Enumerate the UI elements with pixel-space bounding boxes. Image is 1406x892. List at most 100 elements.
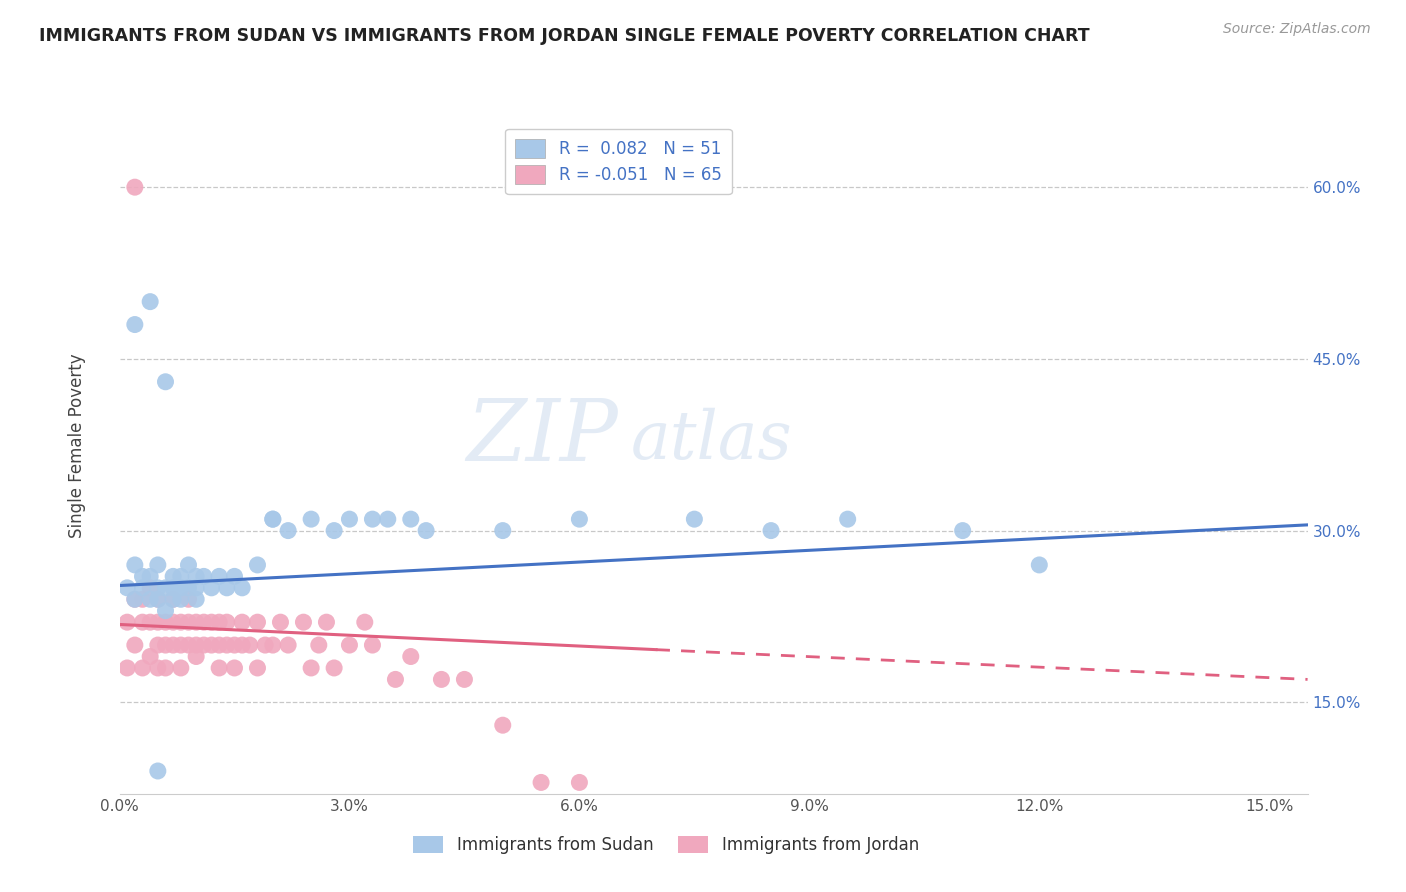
Text: Single Female Poverty: Single Female Poverty bbox=[69, 354, 86, 538]
Point bbox=[162, 592, 184, 607]
Point bbox=[269, 615, 291, 630]
Point bbox=[146, 764, 169, 778]
Point bbox=[186, 592, 208, 607]
Point bbox=[115, 581, 138, 595]
Point bbox=[200, 638, 222, 652]
Point bbox=[131, 615, 153, 630]
Point bbox=[131, 661, 153, 675]
Point bbox=[277, 638, 299, 652]
Point bbox=[146, 558, 169, 572]
Point bbox=[208, 661, 231, 675]
Point bbox=[139, 592, 162, 607]
Point bbox=[146, 592, 169, 607]
Point bbox=[177, 638, 200, 652]
Point bbox=[139, 615, 162, 630]
Point bbox=[208, 569, 231, 583]
Point bbox=[453, 673, 475, 687]
Point bbox=[224, 638, 246, 652]
Point bbox=[299, 512, 322, 526]
Point bbox=[315, 615, 337, 630]
Point bbox=[155, 581, 177, 595]
Point bbox=[568, 512, 591, 526]
Point bbox=[177, 558, 200, 572]
Point bbox=[146, 638, 169, 652]
Point bbox=[430, 673, 453, 687]
Point bbox=[377, 512, 399, 526]
Point bbox=[170, 661, 193, 675]
Point bbox=[200, 581, 222, 595]
Point bbox=[246, 615, 269, 630]
Text: ZIP: ZIP bbox=[467, 395, 619, 478]
Text: atlas: atlas bbox=[630, 408, 792, 473]
Point bbox=[170, 592, 193, 607]
Point bbox=[186, 581, 208, 595]
Point bbox=[186, 569, 208, 583]
Point bbox=[146, 581, 169, 595]
Point bbox=[131, 569, 153, 583]
Point bbox=[262, 638, 284, 652]
Point bbox=[177, 615, 200, 630]
Point bbox=[162, 615, 184, 630]
Point bbox=[170, 638, 193, 652]
Point bbox=[193, 569, 215, 583]
Point bbox=[200, 615, 222, 630]
Point bbox=[246, 558, 269, 572]
Point bbox=[224, 661, 246, 675]
Point bbox=[224, 569, 246, 583]
Point bbox=[162, 638, 184, 652]
Point bbox=[399, 649, 422, 664]
Point bbox=[231, 615, 253, 630]
Point bbox=[124, 318, 146, 332]
Point bbox=[215, 581, 238, 595]
Point bbox=[952, 524, 974, 538]
Point bbox=[155, 604, 177, 618]
Point bbox=[339, 512, 361, 526]
Point bbox=[155, 615, 177, 630]
Point bbox=[146, 661, 169, 675]
Point bbox=[115, 615, 138, 630]
Point bbox=[384, 673, 406, 687]
Point bbox=[254, 638, 277, 652]
Point bbox=[139, 294, 162, 309]
Point bbox=[155, 375, 177, 389]
Point bbox=[124, 558, 146, 572]
Point bbox=[193, 638, 215, 652]
Point bbox=[262, 512, 284, 526]
Point bbox=[399, 512, 422, 526]
Point bbox=[155, 638, 177, 652]
Point bbox=[683, 512, 706, 526]
Point bbox=[162, 569, 184, 583]
Point bbox=[193, 615, 215, 630]
Text: IMMIGRANTS FROM SUDAN VS IMMIGRANTS FROM JORDAN SINGLE FEMALE POVERTY CORRELATIO: IMMIGRANTS FROM SUDAN VS IMMIGRANTS FROM… bbox=[39, 27, 1090, 45]
Point bbox=[186, 615, 208, 630]
Point bbox=[262, 512, 284, 526]
Point bbox=[115, 661, 138, 675]
Point bbox=[361, 512, 384, 526]
Point bbox=[492, 718, 515, 732]
Point bbox=[759, 524, 782, 538]
Point bbox=[131, 581, 153, 595]
Point bbox=[139, 569, 162, 583]
Point bbox=[231, 638, 253, 652]
Point bbox=[530, 775, 553, 789]
Point bbox=[186, 638, 208, 652]
Point bbox=[131, 592, 153, 607]
Point bbox=[299, 661, 322, 675]
Point bbox=[215, 638, 238, 652]
Point bbox=[215, 615, 238, 630]
Point bbox=[170, 615, 193, 630]
Point bbox=[292, 615, 315, 630]
Legend: Immigrants from Sudan, Immigrants from Jordan: Immigrants from Sudan, Immigrants from J… bbox=[406, 830, 925, 861]
Point bbox=[146, 615, 169, 630]
Point bbox=[246, 661, 269, 675]
Point bbox=[208, 638, 231, 652]
Point bbox=[231, 581, 253, 595]
Point bbox=[837, 512, 859, 526]
Point bbox=[1028, 558, 1050, 572]
Point bbox=[339, 638, 361, 652]
Point bbox=[170, 569, 193, 583]
Point bbox=[124, 592, 146, 607]
Point bbox=[353, 615, 375, 630]
Point bbox=[323, 661, 346, 675]
Point bbox=[124, 638, 146, 652]
